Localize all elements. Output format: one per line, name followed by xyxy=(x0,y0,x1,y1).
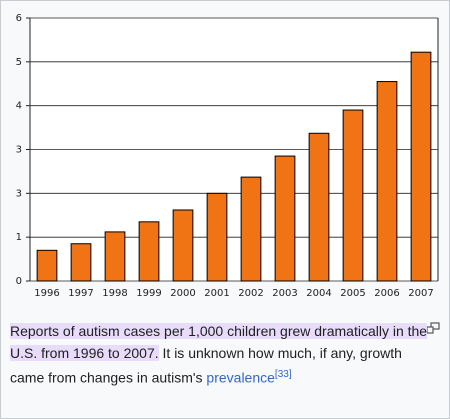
bar xyxy=(274,155,296,282)
y-tick-label: 0 xyxy=(16,276,22,287)
x-tick-label: 2006 xyxy=(374,288,399,299)
x-tick-label: 1997 xyxy=(68,288,93,299)
x-tick-label: 2005 xyxy=(340,288,365,299)
x-tick-label: 2003 xyxy=(272,288,297,299)
bar xyxy=(410,51,432,282)
enlarge-icon[interactable] xyxy=(426,322,440,334)
bar xyxy=(70,243,92,282)
y-tick-label: 3 xyxy=(16,145,22,156)
bar xyxy=(376,81,398,282)
bar xyxy=(138,221,160,282)
caption: Reports of autism cases per 1,000 childr… xyxy=(10,320,430,389)
y-tick-label: 3 xyxy=(16,188,22,199)
bar xyxy=(172,209,194,282)
y-tick-label: 1 xyxy=(16,232,22,243)
caption-text: It is unknown how much, if any, growth c… xyxy=(10,345,402,386)
chart: 0 1 3 3 4 5 6 1996 1997 1998 1999 2000 2001 2002 2003 2… xyxy=(16,13,439,299)
bar xyxy=(36,249,58,282)
x-tick-label: 2004 xyxy=(306,288,331,299)
bar xyxy=(206,192,228,282)
caption-link[interactable]: prevalence xyxy=(206,369,275,386)
bar xyxy=(240,176,262,282)
x-tick-label: 2007 xyxy=(408,288,433,299)
y-tick-label: 4 xyxy=(16,101,22,112)
x-tick-label: 1998 xyxy=(102,288,127,299)
x-tick-label: 2000 xyxy=(170,288,195,299)
x-tick-label: 2001 xyxy=(204,288,229,299)
x-tick-label: 1996 xyxy=(34,288,59,299)
bar xyxy=(342,109,364,282)
y-tick-label: 5 xyxy=(16,57,22,68)
x-tick-label: 2002 xyxy=(238,288,263,299)
y-tick-label: 6 xyxy=(16,13,22,24)
bar xyxy=(104,231,126,282)
x-tick-label: 1999 xyxy=(136,288,161,299)
reference[interactable]: [33] xyxy=(274,369,292,380)
bar xyxy=(308,132,330,282)
